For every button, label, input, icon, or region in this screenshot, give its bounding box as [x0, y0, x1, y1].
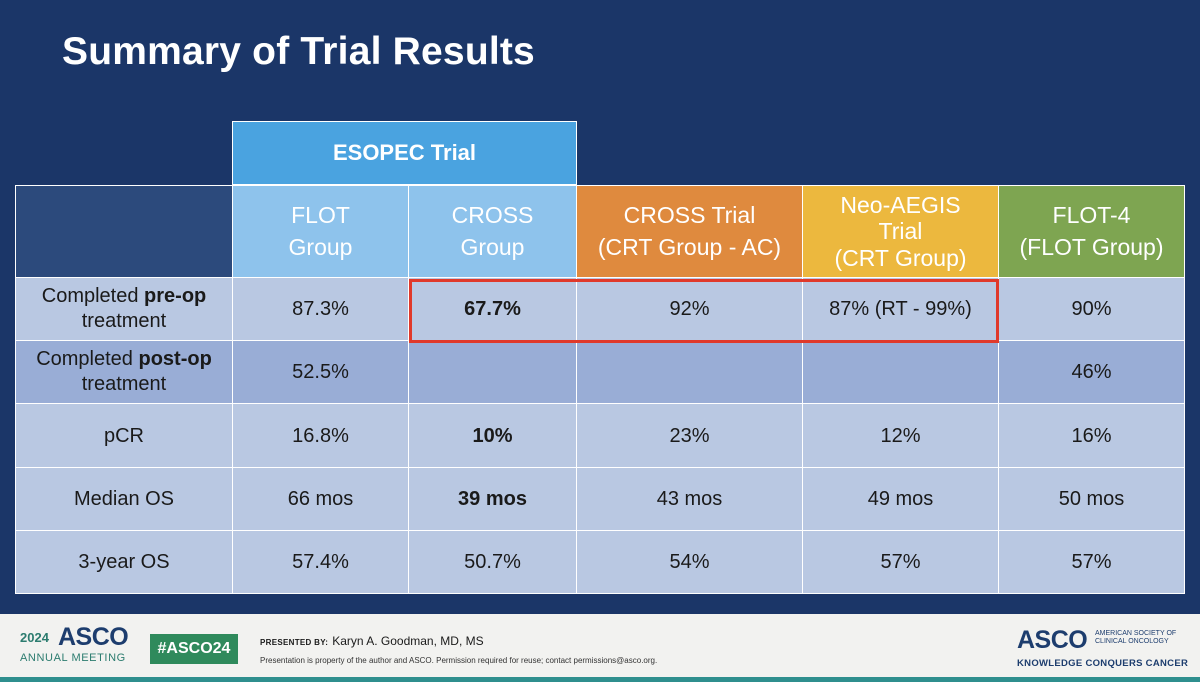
- table-cell: 66 mos: [232, 467, 409, 531]
- presenter-line: PRESENTED BY: Karyn A. Goodman, MD, MS: [260, 634, 484, 648]
- table-cell: 50 mos: [998, 467, 1185, 531]
- footer-bar: 2024 ASCO ANNUAL MEETING #ASCO24 PRESENT…: [0, 614, 1200, 682]
- table-cell: 43 mos: [576, 467, 803, 531]
- column-header-line: (CRT Group - AC): [597, 233, 782, 260]
- table-cell: 16.8%: [232, 403, 409, 468]
- slide-title: Summary of Trial Results: [62, 30, 535, 73]
- asco-annual-meeting-logo: ASCO: [58, 623, 129, 651]
- presenter-name: Karyn A. Goodman, MD, MS: [332, 634, 484, 648]
- column-header-line: Group: [288, 233, 353, 260]
- row-label-completed-pre-op: Completed pre-op treatment: [15, 277, 233, 341]
- column-header-line: CROSS Trial: [623, 202, 756, 229]
- annual-meeting-label: ANNUAL MEETING: [20, 652, 126, 664]
- society-name: AMERICAN SOCIETY OF CLINICAL ONCOLOGY: [1095, 630, 1185, 646]
- column-header-neo-aegis: Neo-AEGIS Trial (CRT Group): [802, 185, 999, 278]
- esopec-trial-header: ESOPEC Trial: [232, 121, 577, 185]
- column-header-line: Group: [460, 233, 525, 260]
- table-cell: [576, 340, 803, 404]
- copyright-notice: Presentation is property of the author a…: [260, 656, 658, 665]
- corner-cell: [15, 185, 233, 278]
- hashtag-badge: #ASCO24: [150, 634, 238, 664]
- column-header-line: Trial: [878, 218, 923, 245]
- column-header-flot-4: FLOT-4 (FLOT Group): [998, 185, 1185, 278]
- table-cell: 90%: [998, 277, 1185, 341]
- column-header-line: FLOT: [291, 202, 350, 229]
- row-label-text: treatment: [81, 310, 167, 332]
- asco-logo: ASCO: [1017, 626, 1088, 654]
- table-cell: 49 mos: [802, 467, 999, 531]
- table-cell: 50.7%: [408, 530, 577, 594]
- table-cell: 12%: [802, 403, 999, 468]
- footer-stripe: [0, 677, 1200, 682]
- row-label-text: Completed: [41, 285, 145, 307]
- society-line: CLINICAL ONCOLOGY: [1095, 638, 1169, 646]
- esopec-trial-label: ESOPEC Trial: [332, 139, 477, 165]
- table-cell: 39 mos: [408, 467, 577, 531]
- table-cell: 67.7%: [408, 277, 577, 341]
- row-label-text: treatment: [81, 373, 167, 395]
- table-cell: [408, 340, 577, 404]
- table-cell: 46%: [998, 340, 1185, 404]
- row-label-pcr: pCR: [15, 403, 233, 468]
- row-label-emphasis: pre-op: [144, 285, 207, 307]
- table-cell: 23%: [576, 403, 803, 468]
- row-label-text: Completed: [36, 348, 139, 370]
- column-header-cross-group: CROSS Group: [408, 185, 577, 278]
- column-header-line: (FLOT Group): [1019, 233, 1164, 260]
- table-cell: 54%: [576, 530, 803, 594]
- column-header-cross-trial: CROSS Trial (CRT Group - AC): [576, 185, 803, 278]
- column-header-line: Neo-AEGIS: [840, 191, 961, 218]
- society-line: AMERICAN SOCIETY OF: [1095, 630, 1177, 637]
- table-cell: 16%: [998, 403, 1185, 468]
- table-cell: 57%: [802, 530, 999, 594]
- table-cell: 87% (RT - 99%): [802, 277, 999, 341]
- slide: Summary of Trial Results ESOPEC Trial FL…: [15, 30, 1185, 594]
- row-label-completed-post-op: Completed post-op treatment: [15, 340, 233, 404]
- column-header-line: FLOT-4: [1052, 202, 1131, 229]
- table-cell: 57.4%: [232, 530, 409, 594]
- row-label-median-os: Median OS: [15, 467, 233, 531]
- column-header-line: CROSS: [451, 202, 534, 229]
- meeting-year: 2024: [20, 630, 49, 645]
- column-header-line: (CRT Group): [834, 244, 967, 271]
- table-cell: 10%: [408, 403, 577, 468]
- row-label-3-year-os: 3-year OS: [15, 530, 233, 594]
- table-cell: 87.3%: [232, 277, 409, 341]
- table-cell: 57%: [998, 530, 1185, 594]
- table-cell: [802, 340, 999, 404]
- presented-by-label: PRESENTED BY:: [260, 638, 329, 647]
- asco-tagline: KNOWLEDGE CONQUERS CANCER: [1017, 658, 1189, 669]
- table-cell: 92%: [576, 277, 803, 341]
- table-cell: 52.5%: [232, 340, 409, 404]
- row-label-emphasis: post-op: [138, 348, 212, 370]
- column-header-flot-group: FLOT Group: [232, 185, 409, 278]
